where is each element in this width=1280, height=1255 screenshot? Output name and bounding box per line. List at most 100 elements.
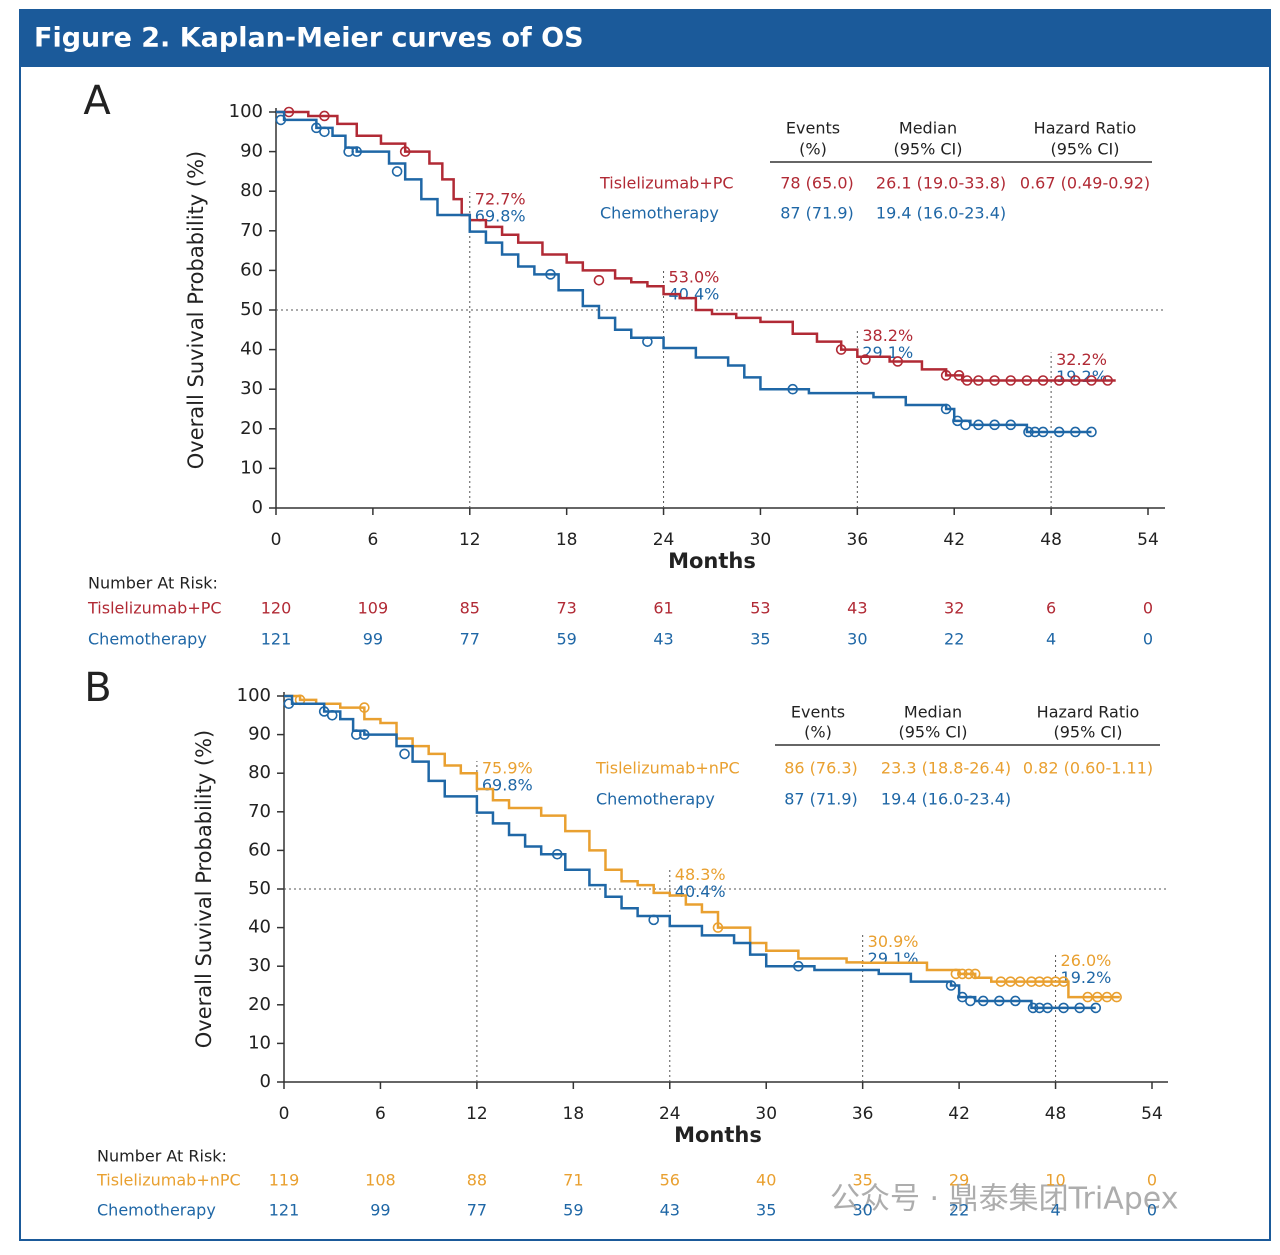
risk-count: 0 <box>1143 599 1153 618</box>
y-tick-label: 0 <box>252 497 263 518</box>
y-tick-label: 70 <box>248 801 271 822</box>
censor-mark <box>953 370 965 381</box>
censor-mark <box>712 922 724 933</box>
x-tick-label: 18 <box>556 530 578 550</box>
landmark-label: 29.1% <box>868 949 919 968</box>
landmark-label: 53.0% <box>669 268 720 287</box>
risk-count: 4 <box>1050 1201 1060 1220</box>
risk-count: 0 <box>1147 1201 1157 1220</box>
table-header: (95% CI) <box>893 140 962 159</box>
censor-mark <box>1005 419 1017 431</box>
y-tick-label: 90 <box>240 141 263 162</box>
y-tick-label: 40 <box>248 917 271 938</box>
risk-count: 22 <box>949 1201 969 1220</box>
panel-label: B <box>84 665 111 711</box>
censor-mark <box>551 848 563 860</box>
censor-mark <box>1058 976 1069 987</box>
censor-mark <box>391 166 403 177</box>
censor-mark <box>977 995 989 1007</box>
censor-mark <box>1102 375 1113 386</box>
y-tick-label: 70 <box>240 220 263 241</box>
risk-count: 10 <box>1045 1171 1065 1190</box>
landmark-label: 40.4% <box>675 882 726 901</box>
risk-count: 85 <box>460 599 480 618</box>
risk-count: 73 <box>556 599 576 618</box>
censor-mark <box>1070 426 1081 438</box>
y-tick-label: 100 <box>229 101 263 122</box>
risk-row-name: Chemotherapy <box>97 1201 216 1220</box>
risk-count: 29 <box>949 1171 969 1190</box>
table-header: (95% CI) <box>1053 723 1122 742</box>
x-tick-label: 0 <box>271 530 282 550</box>
table-header: Hazard Ratio <box>1037 703 1140 722</box>
censor-mark <box>1058 1002 1069 1014</box>
censor-mark <box>835 344 847 355</box>
table-cell: 87 (71.9) <box>780 204 854 223</box>
risk-count: 35 <box>852 1171 872 1190</box>
y-tick-label: 60 <box>248 839 271 860</box>
censor-mark <box>973 419 984 431</box>
table-cell: 86 (76.3) <box>784 759 858 778</box>
censor-mark <box>892 356 904 367</box>
landmark-label: 69.8% <box>475 207 526 226</box>
censor-mark <box>359 729 370 740</box>
x-tick-label: 30 <box>750 530 772 550</box>
km-curve <box>284 694 1120 999</box>
km-curve <box>276 110 1092 434</box>
x-tick-label: 6 <box>367 530 378 550</box>
censor-mark <box>283 698 295 710</box>
risk-row-name: Chemotherapy <box>88 630 207 649</box>
censor-mark <box>1023 426 1034 438</box>
x-tick-label: 6 <box>375 1104 386 1124</box>
y-tick-label: 50 <box>240 299 263 320</box>
censor-mark <box>1014 976 1026 987</box>
censor-mark <box>945 980 957 991</box>
panel-label: A <box>83 78 111 124</box>
censor-mark <box>319 110 330 122</box>
censor-mark <box>1010 995 1021 1007</box>
x-tick-label: 54 <box>1137 530 1159 550</box>
x-tick-label: 42 <box>943 530 965 550</box>
table-row-name: Tislelizumab+PC <box>599 174 734 193</box>
censor-mark <box>1050 976 1061 987</box>
censor-mark <box>359 702 370 713</box>
x-tick-label: 48 <box>1045 1104 1067 1124</box>
censor-mark <box>940 370 952 381</box>
censor-mark <box>1034 976 1045 987</box>
censor-mark <box>957 968 968 980</box>
table-header: Median <box>899 119 957 138</box>
landmark-label: 72.7% <box>475 190 526 209</box>
censor-mark <box>343 146 354 157</box>
risk-count: 30 <box>847 630 867 649</box>
y-tick-label: 40 <box>240 339 263 360</box>
km-curve <box>276 110 1116 382</box>
table-cell: 0.67 (0.49-0.92) <box>1020 174 1150 193</box>
risk-count: 40 <box>756 1171 776 1190</box>
censor-mark <box>399 748 410 760</box>
censor-mark <box>1086 426 1097 438</box>
censor-mark <box>993 995 1005 1007</box>
censor-mark <box>952 415 963 427</box>
risk-count: 43 <box>847 599 867 618</box>
y-tick-label: 30 <box>240 378 263 399</box>
censor-mark <box>1037 426 1049 438</box>
risk-count: 99 <box>363 630 383 649</box>
risk-count: 108 <box>365 1171 396 1190</box>
censor-mark <box>593 274 605 286</box>
risk-count: 59 <box>556 630 576 649</box>
censor-mark <box>1021 375 1033 386</box>
censor-mark <box>648 914 660 926</box>
risk-count: 61 <box>653 599 673 618</box>
risk-count: 59 <box>563 1201 583 1220</box>
table-header: (95% CI) <box>898 723 967 742</box>
risk-count: 120 <box>261 599 292 618</box>
censor-mark <box>1074 1002 1085 1014</box>
figure-title: Figure 2. Kaplan-Meier curves of OS <box>34 23 584 54</box>
risk-count: 56 <box>660 1171 680 1190</box>
censor-mark <box>787 383 799 395</box>
x-tick-label: 0 <box>279 1104 290 1124</box>
y-tick-label: 80 <box>248 762 271 783</box>
censor-mark <box>326 709 338 721</box>
